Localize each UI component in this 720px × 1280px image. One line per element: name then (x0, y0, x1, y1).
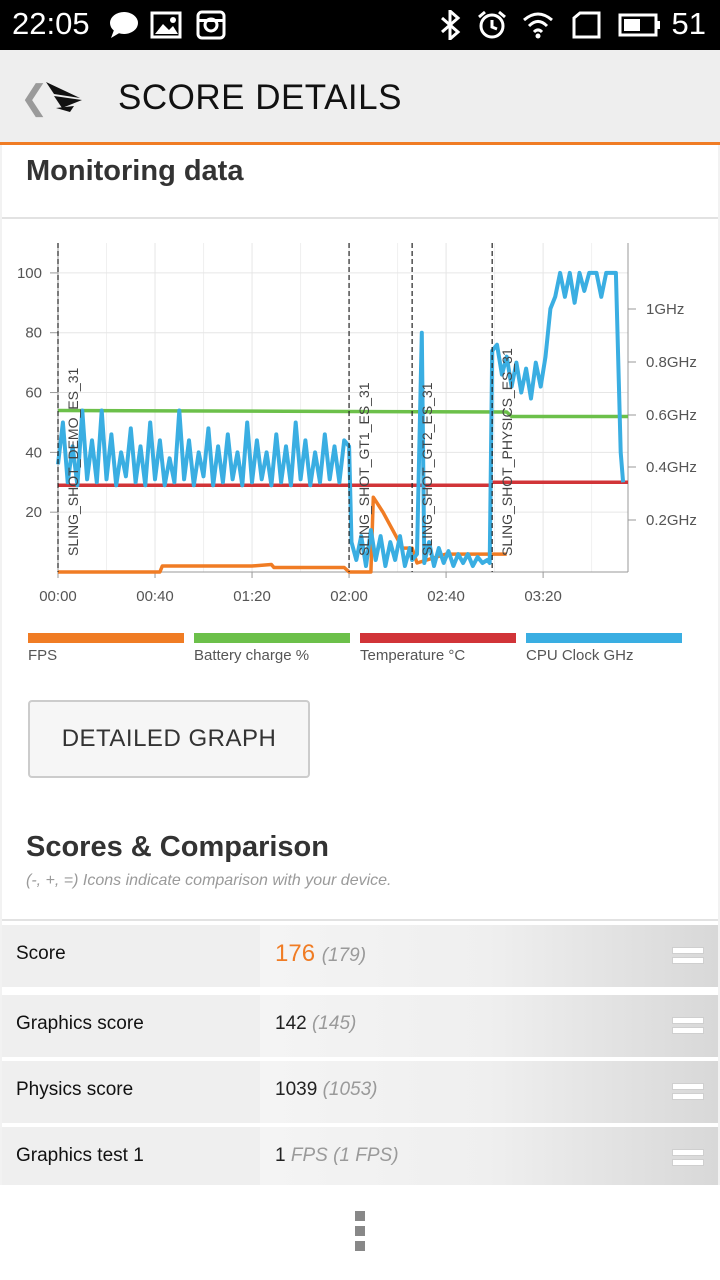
legend-label-fps: FPS (28, 647, 58, 664)
physics-score-value: 1039 (1053) (275, 1079, 377, 1101)
chat-icon (110, 12, 138, 38)
y-tick-label: 100 (17, 265, 42, 282)
instagram-icon (196, 10, 226, 40)
score-value: 176 (179) (275, 940, 366, 968)
scores-title: Scores & Comparison (26, 831, 329, 863)
legend-label-cpu-clock: CPU Clock GHz (526, 647, 634, 664)
legend-swatch-battery (194, 633, 350, 643)
legend-swatch-temperature (360, 633, 516, 643)
alarm-icon (478, 10, 506, 39)
bluetooth-icon (441, 10, 461, 40)
graphics-score-label-cell: Graphics score (2, 995, 260, 1057)
y2-tick-label: 0.6GHz (646, 407, 697, 424)
graphics-score-number: 142 (275, 1013, 307, 1034)
series-line-cpu-clock-ghz (56, 270, 626, 568)
equal-icon (672, 1017, 704, 1035)
detailed-graph-button[interactable]: DETAILED GRAPH (28, 700, 310, 778)
graphics-score-value: 142 (145) (275, 1013, 356, 1035)
y2-tick-label: 1GHz (646, 301, 684, 318)
clock: 22:05 (12, 6, 90, 41)
graphics-score-row[interactable]: Graphics score 142 (145) (2, 995, 718, 1057)
app-bar: ❮ SCORE DETAILS (0, 50, 720, 145)
battery-icon (618, 13, 660, 37)
legend-fps: FPS (28, 633, 184, 664)
physics-score-label-cell: Physics score (2, 1061, 260, 1123)
score-label-cell: Score (2, 925, 260, 987)
score-details-content: Monitoring data 00:00 00:40 01:20 02:00 02:4… (2, 145, 718, 1189)
physics-score-row[interactable]: Physics score 1039 (1053) (2, 1061, 718, 1123)
x-tick-label: 01:20 (233, 588, 271, 605)
section-label: SLING_SHOT_GT1_ES_31 (356, 382, 372, 556)
equal-icon (672, 947, 704, 965)
equal-icon (672, 1149, 704, 1167)
y2-tick-label: 0.4GHz (646, 459, 697, 476)
y2-tick-label: 0.2GHz (646, 512, 697, 529)
3dmark-logo-icon[interactable] (44, 76, 84, 116)
battery-level: 51 (671, 6, 706, 41)
equal-icon (672, 1083, 704, 1101)
y-tick-label: 60 (25, 385, 42, 402)
legend-label-temperature: Temperature °C (360, 647, 466, 664)
score-reference: (179) (321, 945, 367, 966)
graphics-test-1-label: Graphics test 1 (16, 1145, 144, 1166)
graphics-score-label: Graphics score (16, 1013, 144, 1034)
y-tick-label: 40 (25, 444, 42, 461)
score-label: Score (16, 943, 66, 964)
chevron-left-icon[interactable]: ❮ (20, 79, 49, 117)
x-tick-label: 03:20 (524, 588, 562, 605)
scores-subtitle: (-, +, =) Icons indicate comparison with… (26, 872, 392, 889)
x-tick-label: 02:40 (427, 588, 465, 605)
y-tick-label: 80 (25, 325, 42, 342)
score-number: 176 (275, 940, 316, 967)
series-line-fps (58, 495, 507, 574)
section-label: SLING_SHOT_PHYSICS_ES_31 (499, 348, 515, 556)
y2-tick-label: 0.8GHz (646, 354, 697, 371)
score-value-cell: 176 (179) (260, 925, 718, 987)
image-icon (150, 11, 182, 39)
legend-swatch-cpu-clock (526, 633, 682, 643)
legend-battery: Battery charge % (194, 633, 350, 664)
physics-score-label: Physics score (16, 1079, 134, 1100)
section-label: SLING_SHOT_GT2_ES_31 (419, 382, 435, 556)
graphics-test-1-row[interactable]: Graphics test 1 1 FPS (1 FPS) (2, 1127, 718, 1189)
score-row[interactable]: Score 176 (179) (2, 925, 718, 987)
overflow-menu-icon[interactable] (355, 1211, 365, 1253)
bottom-bar (0, 1185, 720, 1280)
divider (2, 217, 718, 219)
graphics-test-1-value: 1 FPS (1 FPS) (275, 1145, 399, 1167)
x-tick-label: 00:00 (39, 588, 77, 605)
graphics-score-value-cell: 142 (145) (260, 995, 718, 1057)
x-tick-label: 00:40 (136, 588, 174, 605)
wifi-icon (523, 12, 553, 39)
monitoring-chart: 00:00 00:40 01:20 02:00 02:40 03:20 20 40 60 80 10… (17, 243, 697, 605)
graphics-test-1-reference: FPS (1 FPS) (290, 1145, 399, 1166)
divider (2, 919, 718, 921)
graphics-test-1-value-cell: 1 FPS (1 FPS) (260, 1127, 718, 1189)
monitoring-title: Monitoring data (26, 155, 244, 187)
graphics-score-reference: (145) (311, 1013, 357, 1034)
y-tick-label: 20 (25, 504, 42, 521)
screen-icon (572, 11, 601, 39)
legend-label-battery: Battery charge % (194, 647, 310, 664)
legend-temperature: Temperature °C (360, 633, 516, 664)
graphics-test-1-label-cell: Graphics test 1 (2, 1127, 260, 1189)
physics-score-number: 1039 (275, 1079, 318, 1100)
section-label: SLING_SHOT_DEMO_ES_31 (65, 367, 81, 556)
legend-swatch-fps (28, 633, 184, 643)
status-bar: 22:05 51 (0, 0, 720, 50)
legend-cpu-clock: CPU Clock GHz (526, 633, 682, 664)
graphics-test-1-number: 1 (275, 1145, 286, 1166)
series-line-battery-charge- (57, 408, 628, 419)
x-tick-label: 02:00 (330, 588, 368, 605)
page-title: SCORE DETAILS (118, 78, 402, 117)
physics-score-reference: (1053) (322, 1079, 378, 1100)
physics-score-value-cell: 1039 (1053) (260, 1061, 718, 1123)
